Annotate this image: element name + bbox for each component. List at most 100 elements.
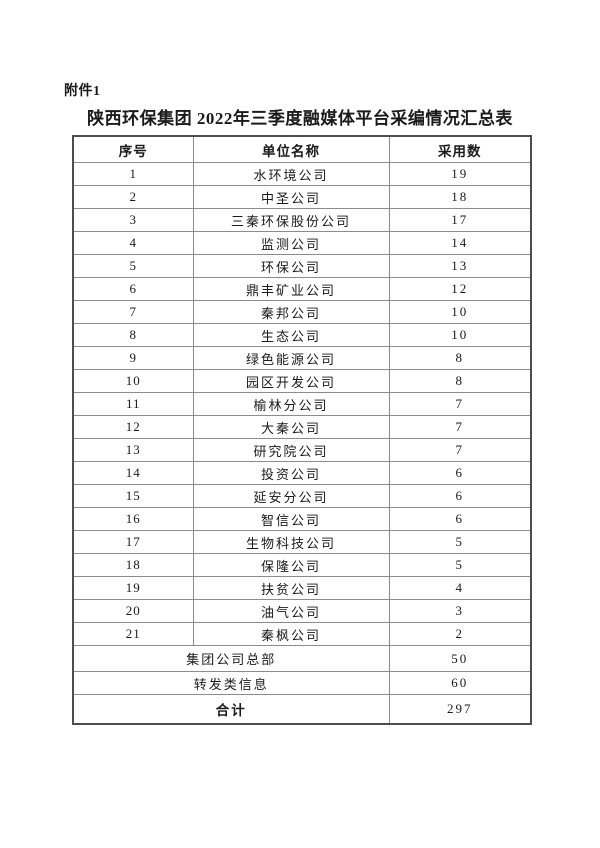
unit-name-cell: 水环境公司 bbox=[192, 162, 390, 186]
attachment-label: 附件1 bbox=[64, 84, 101, 99]
table-row: 12 大秦公司 7 bbox=[72, 415, 532, 439]
table-row: 11 榆林分公司 7 bbox=[72, 392, 532, 416]
adoption-count-cell: 6 bbox=[388, 484, 532, 508]
adoption-count-cell: 17 bbox=[388, 208, 532, 232]
column-header-adoption-count: 采用数 bbox=[388, 135, 532, 163]
summary-table: 序号 单位名称 采用数 1 水环境公司 19 2 中圣公司 18 3 三秦环保股份公司 17 4 监… bbox=[72, 135, 532, 725]
row-number-cell: 8 bbox=[72, 323, 194, 347]
table-row: 21 秦枫公司 2 bbox=[72, 622, 532, 646]
unit-name-cell: 研究院公司 bbox=[192, 438, 390, 462]
summary-row-forwarded: 转发类信息 60 bbox=[72, 671, 532, 695]
summary-label-forwarded: 转发类信息 bbox=[72, 671, 390, 695]
adoption-count-cell: 10 bbox=[388, 300, 532, 324]
total-count: 297 bbox=[388, 694, 532, 725]
row-number-cell: 1 bbox=[72, 162, 194, 186]
row-number-cell: 18 bbox=[72, 553, 194, 577]
page-title: 陕西环保集团 2022年三季度融媒体平台采编情况汇总表 bbox=[87, 109, 513, 128]
total-label: 合计 bbox=[72, 694, 390, 725]
unit-name-cell: 榆林分公司 bbox=[192, 392, 390, 416]
adoption-count-cell: 7 bbox=[388, 438, 532, 462]
unit-name-cell: 中圣公司 bbox=[192, 185, 390, 209]
table-header: 序号 单位名称 采用数 bbox=[72, 135, 532, 163]
row-number-cell: 14 bbox=[72, 461, 194, 485]
row-number-cell: 11 bbox=[72, 392, 194, 416]
row-number-cell: 5 bbox=[72, 254, 194, 278]
adoption-count-cell: 5 bbox=[388, 553, 532, 577]
adoption-count-cell: 7 bbox=[388, 392, 532, 416]
adoption-count-cell: 13 bbox=[388, 254, 532, 278]
row-number-cell: 19 bbox=[72, 576, 194, 600]
adoption-count-cell: 6 bbox=[388, 461, 532, 485]
summary-count-headquarters: 50 bbox=[388, 645, 532, 672]
table-row: 17 生物科技公司 5 bbox=[72, 530, 532, 554]
table-row: 3 三秦环保股份公司 17 bbox=[72, 208, 532, 232]
column-header-unit-name: 单位名称 bbox=[192, 135, 390, 163]
adoption-count-cell: 12 bbox=[388, 277, 532, 301]
row-number-cell: 21 bbox=[72, 622, 194, 646]
table-row: 14 投资公司 6 bbox=[72, 461, 532, 485]
unit-name-cell: 绿色能源公司 bbox=[192, 346, 390, 370]
unit-name-cell: 生物科技公司 bbox=[192, 530, 390, 554]
row-number-cell: 13 bbox=[72, 438, 194, 462]
row-number-cell: 3 bbox=[72, 208, 194, 232]
table-row: 4 监测公司 14 bbox=[72, 231, 532, 255]
adoption-count-cell: 2 bbox=[388, 622, 532, 646]
table-row: 15 延安分公司 6 bbox=[72, 484, 532, 508]
row-number-cell: 7 bbox=[72, 300, 194, 324]
unit-name-cell: 鼎丰矿业公司 bbox=[192, 277, 390, 301]
unit-name-cell: 秦枫公司 bbox=[192, 622, 390, 646]
unit-name-cell: 投资公司 bbox=[192, 461, 390, 485]
adoption-count-cell: 18 bbox=[388, 185, 532, 209]
row-number-cell: 16 bbox=[72, 507, 194, 531]
adoption-count-cell: 10 bbox=[388, 323, 532, 347]
adoption-count-cell: 19 bbox=[388, 162, 532, 186]
table-row: 6 鼎丰矿业公司 12 bbox=[72, 277, 532, 301]
table-row: 18 保隆公司 5 bbox=[72, 553, 532, 577]
unit-name-cell: 智信公司 bbox=[192, 507, 390, 531]
table-row: 13 研究院公司 7 bbox=[72, 438, 532, 462]
table-row: 5 环保公司 13 bbox=[72, 254, 532, 278]
unit-name-cell: 监测公司 bbox=[192, 231, 390, 255]
table-row: 2 中圣公司 18 bbox=[72, 185, 532, 209]
unit-name-cell: 大秦公司 bbox=[192, 415, 390, 439]
row-number-cell: 20 bbox=[72, 599, 194, 623]
table-row: 20 油气公司 3 bbox=[72, 599, 532, 623]
table-row: 7 秦邦公司 10 bbox=[72, 300, 532, 324]
unit-name-cell: 延安分公司 bbox=[192, 484, 390, 508]
row-number-cell: 17 bbox=[72, 530, 194, 554]
table-row: 1 水环境公司 19 bbox=[72, 162, 532, 186]
table-body: 1 水环境公司 19 2 中圣公司 18 3 三秦环保股份公司 17 4 监测公司 14 5 环保公司 13… bbox=[72, 162, 532, 646]
adoption-count-cell: 6 bbox=[388, 507, 532, 531]
total-row: 合计 297 bbox=[72, 694, 532, 725]
unit-name-cell: 生态公司 bbox=[192, 323, 390, 347]
unit-name-cell: 三秦环保股份公司 bbox=[192, 208, 390, 232]
unit-name-cell: 园区开发公司 bbox=[192, 369, 390, 393]
unit-name-cell: 油气公司 bbox=[192, 599, 390, 623]
adoption-count-cell: 8 bbox=[388, 369, 532, 393]
summary-label-headquarters: 集团公司总部 bbox=[72, 645, 390, 672]
table-row: 19 扶贫公司 4 bbox=[72, 576, 532, 600]
table-row: 8 生态公司 10 bbox=[72, 323, 532, 347]
table-row: 16 智信公司 6 bbox=[72, 507, 532, 531]
adoption-count-cell: 3 bbox=[388, 599, 532, 623]
header-row: 序号 单位名称 采用数 bbox=[72, 135, 532, 163]
row-number-cell: 10 bbox=[72, 369, 194, 393]
row-number-cell: 12 bbox=[72, 415, 194, 439]
adoption-count-cell: 5 bbox=[388, 530, 532, 554]
adoption-count-cell: 7 bbox=[388, 415, 532, 439]
unit-name-cell: 秦邦公司 bbox=[192, 300, 390, 324]
row-number-cell: 6 bbox=[72, 277, 194, 301]
unit-name-cell: 保隆公司 bbox=[192, 553, 390, 577]
column-header-no: 序号 bbox=[72, 135, 194, 163]
table-summary: 集团公司总部 50 转发类信息 60 合计 297 bbox=[72, 645, 532, 725]
adoption-count-cell: 8 bbox=[388, 346, 532, 370]
unit-name-cell: 扶贫公司 bbox=[192, 576, 390, 600]
summary-row-headquarters: 集团公司总部 50 bbox=[72, 645, 532, 672]
row-number-cell: 9 bbox=[72, 346, 194, 370]
unit-name-cell: 环保公司 bbox=[192, 254, 390, 278]
adoption-count-cell: 14 bbox=[388, 231, 532, 255]
table-row: 9 绿色能源公司 8 bbox=[72, 346, 532, 370]
row-number-cell: 4 bbox=[72, 231, 194, 255]
table-row: 10 园区开发公司 8 bbox=[72, 369, 532, 393]
